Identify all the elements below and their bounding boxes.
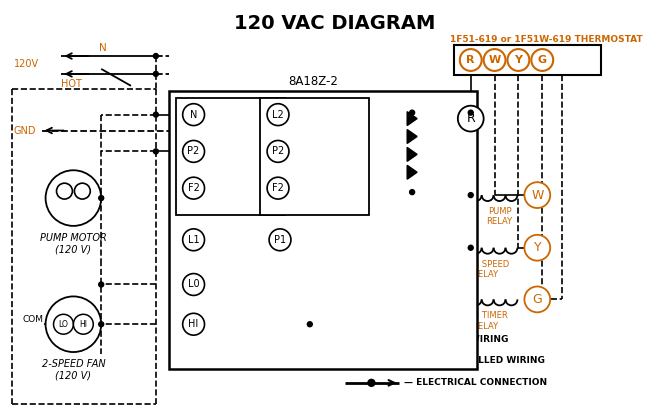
Circle shape (525, 235, 550, 261)
Circle shape (409, 110, 415, 115)
Text: G: G (538, 55, 547, 65)
Circle shape (468, 245, 473, 250)
Polygon shape (407, 165, 417, 179)
Text: F2: F2 (188, 183, 200, 193)
Text: PUMP
RELAY: PUMP RELAY (269, 256, 295, 275)
Circle shape (98, 282, 104, 287)
Circle shape (368, 379, 375, 386)
Text: R: R (466, 112, 475, 125)
Text: 120V: 120V (208, 184, 230, 193)
Circle shape (269, 229, 291, 251)
Text: L1: L1 (188, 235, 200, 245)
Circle shape (54, 314, 74, 334)
Text: W: W (531, 189, 543, 202)
Circle shape (507, 49, 529, 71)
Text: N: N (190, 110, 197, 120)
Circle shape (56, 183, 72, 199)
Bar (454, 45, 601, 75)
Text: GND: GND (14, 126, 36, 135)
Circle shape (460, 49, 482, 71)
Circle shape (183, 177, 204, 199)
Text: 1F51-619 or 1F51W-619 THERMOSTAT: 1F51-619 or 1F51W-619 THERMOSTAT (450, 35, 643, 44)
Text: 120V: 120V (14, 59, 39, 69)
Circle shape (153, 112, 158, 117)
Text: HI: HI (188, 319, 199, 329)
Text: L0: L0 (188, 279, 200, 290)
Polygon shape (407, 147, 417, 161)
Text: HI SPEED
FAN: HI SPEED FAN (199, 315, 238, 334)
Text: 120V: 120V (208, 110, 230, 119)
Text: Y: Y (515, 55, 523, 65)
Circle shape (153, 71, 158, 76)
Circle shape (409, 190, 415, 194)
Text: — INTERNAL WIRING: — INTERNAL WIRING (404, 335, 509, 344)
Text: 120 VAC DIAGRAM: 120 VAC DIAGRAM (234, 14, 436, 33)
Circle shape (267, 177, 289, 199)
Text: LO SPEED
FAN: LO SPEED FAN (198, 275, 239, 294)
Circle shape (183, 313, 204, 335)
Polygon shape (407, 129, 417, 143)
Text: W: W (488, 55, 500, 65)
Circle shape (531, 49, 553, 71)
Text: R: R (466, 55, 475, 65)
Circle shape (458, 106, 484, 132)
Circle shape (183, 229, 204, 251)
Text: G: G (533, 293, 542, 306)
Text: 240V: 240V (292, 147, 314, 156)
Text: FAN SPEED
RELAY: FAN SPEED RELAY (462, 260, 509, 279)
Bar (169, 91, 476, 369)
Circle shape (267, 104, 289, 126)
Text: 120V: 120V (208, 147, 230, 156)
Text: 8A18Z-2: 8A18Z-2 (288, 75, 338, 88)
Circle shape (74, 314, 93, 334)
Circle shape (153, 54, 158, 59)
Text: HI: HI (79, 320, 87, 329)
Circle shape (468, 110, 473, 115)
Text: LO: LO (58, 320, 68, 329)
Bar (260, 98, 369, 215)
Text: — ELECTRICAL CONNECTION: — ELECTRICAL CONNECTION (404, 378, 547, 387)
Text: PUMP MOTOR
(120 V): PUMP MOTOR (120 V) (40, 233, 107, 254)
Circle shape (525, 287, 550, 312)
Circle shape (183, 140, 204, 162)
Text: PUMP
RELAY: PUMP RELAY (486, 207, 513, 226)
Text: COM: COM (23, 315, 44, 324)
Bar (176, 98, 285, 215)
Text: FAN
TIMER
RELAY: FAN TIMER RELAY (312, 292, 338, 322)
Circle shape (153, 149, 158, 154)
Text: 240V: 240V (292, 110, 314, 119)
Text: 240V: 240V (292, 184, 314, 193)
Circle shape (484, 49, 505, 71)
Circle shape (98, 196, 104, 201)
Circle shape (74, 183, 90, 199)
Text: P2: P2 (188, 146, 200, 156)
Circle shape (46, 170, 101, 226)
Circle shape (98, 322, 104, 327)
Text: — FIELD INSTALLED WIRING: — FIELD INSTALLED WIRING (404, 357, 545, 365)
Circle shape (183, 104, 204, 126)
Circle shape (525, 182, 550, 208)
Circle shape (468, 193, 473, 198)
Circle shape (183, 274, 204, 295)
Circle shape (267, 140, 289, 162)
Polygon shape (407, 111, 417, 126)
Text: L2: L2 (272, 110, 284, 120)
Text: 2-SPEED FAN
(120 V): 2-SPEED FAN (120 V) (42, 359, 105, 380)
Text: HOT: HOT (62, 79, 82, 89)
Text: P2: P2 (272, 146, 284, 156)
Circle shape (46, 296, 101, 352)
Text: Y: Y (533, 241, 541, 254)
Text: F2: F2 (272, 183, 284, 193)
Text: FAN TIMER
RELAY: FAN TIMER RELAY (463, 311, 508, 331)
Text: N: N (99, 43, 107, 53)
Text: P1: P1 (274, 235, 286, 245)
Circle shape (308, 322, 312, 327)
